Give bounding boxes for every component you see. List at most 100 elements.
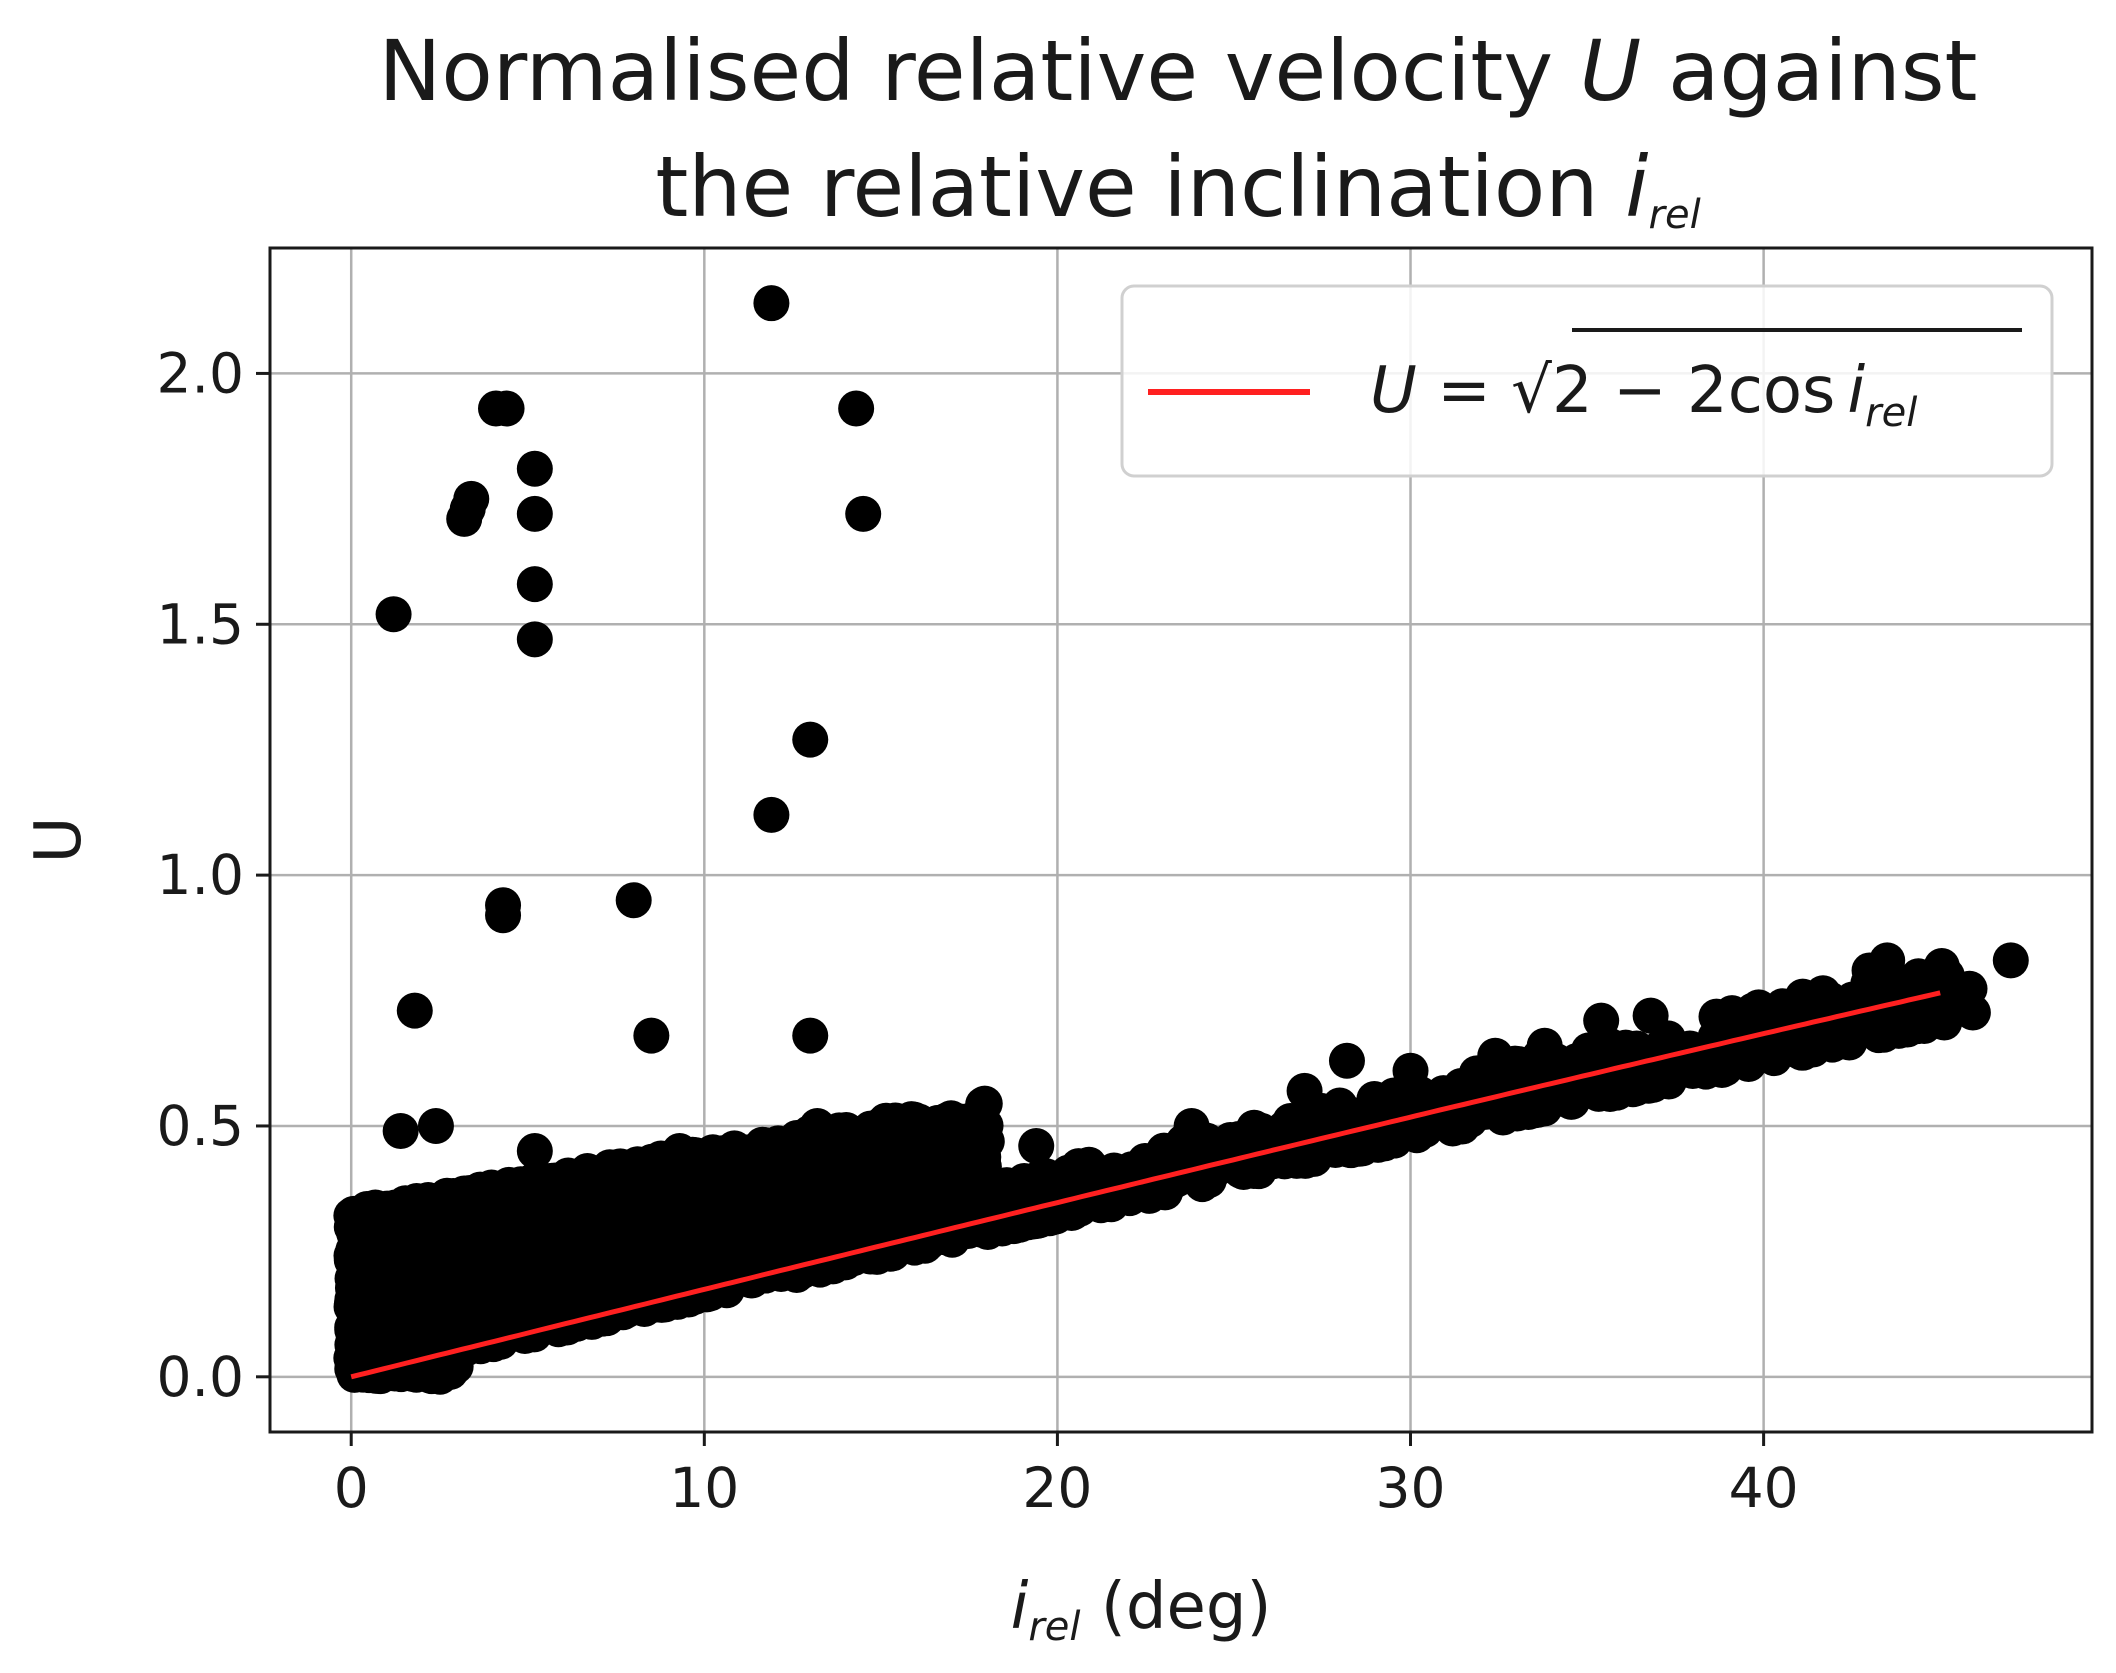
y-tick-label: 1.5 [157,592,244,656]
data-point [1951,970,1988,1007]
x-axis-label: irel (deg) [1011,1570,1272,1650]
data-point [333,1339,370,1376]
data-point-outlier [845,495,882,532]
data-point [436,1308,473,1345]
data-point-outlier [1018,1128,1055,1165]
data-point-outlier [446,500,483,537]
data-point [432,1258,469,1295]
data-point-outlier [1173,1107,1210,1144]
data-point-outlier [1328,1042,1365,1079]
data-point-outlier [580,1158,617,1195]
data-point [516,1217,553,1254]
data-point [501,1314,538,1351]
y-tick-label: 2.0 [157,341,244,405]
y-tick-label: 0.5 [157,1094,244,1158]
data-point-outlier [633,1017,670,1054]
data-point-outlier [799,1107,836,1144]
data-point [915,1119,952,1156]
data-point-outlier [951,1102,988,1139]
data-point-outlier [615,882,652,919]
data-point-outlier [382,1112,419,1149]
data-point [429,1197,466,1234]
data-point-outlier [516,1133,553,1170]
legend-box [1120,284,2054,478]
data-point [753,1132,790,1169]
data-point [620,1266,657,1303]
data-point [863,1183,900,1220]
data-point-outlier [753,285,790,322]
x-tick-label: 30 [1376,1456,1446,1520]
data-point [1127,1143,1164,1180]
data-point [494,1272,531,1309]
theory-curve [350,990,1941,1380]
data-point [1193,1144,1230,1181]
data-point [1756,1033,1793,1070]
data-point-outlier [661,1133,698,1170]
sqrt-sign: √ [1511,354,1552,428]
data-point [728,1214,765,1251]
data-point-outlier [1992,942,2029,979]
data-point [1107,1174,1144,1211]
data-point [1785,1034,1822,1071]
data-point-outlier [739,1178,776,1215]
data-point [471,1245,508,1282]
data-point [514,1166,551,1203]
data-point-outlier [1392,1052,1429,1089]
data-point-outlier [1477,1037,1514,1074]
data-point [399,1241,436,1278]
data-point [780,1142,817,1179]
x-tick-label: 20 [1022,1456,1092,1520]
data-point [528,1259,565,1296]
data-point [1698,998,1735,1035]
data-point [1266,1143,1303,1180]
data-point-outlier [792,1017,829,1054]
legend: U = √2 − 2cos irel [1120,284,2054,478]
data-point-outlier [753,796,790,833]
data-point-outlier [485,897,522,934]
data-point [920,1165,957,1202]
data-point [1296,1140,1333,1177]
data-point-outlier [792,721,829,758]
data-point-outlier [396,992,433,1029]
data-point [1617,1070,1654,1107]
data-point-outlier [516,566,553,603]
data-point [364,1354,401,1391]
data-point [1648,1052,1685,1089]
data-point-outlier [876,1112,913,1149]
data-point [707,1244,744,1281]
data-point [564,1194,601,1231]
data-point [1818,1001,1855,1038]
data-point-outlier [488,390,525,427]
data-point [704,1135,741,1172]
y-tick-label: 1.0 [157,843,244,907]
x-tick-label: 40 [1729,1456,1799,1520]
data-point [879,1141,916,1178]
data-point-outlier [1060,1148,1097,1185]
legend-label: U = √2 − 2cos irel [1370,354,1917,436]
scatter-points [333,285,2029,1395]
data-point [771,1227,808,1264]
data-point [348,1303,385,1340]
data-point-outlier [516,450,553,487]
data-point [1908,961,1945,998]
data-point-outlier [1286,1072,1323,1109]
data-point-outlier [1526,1027,1563,1064]
axis-ticks: 0 10 20 30 40 0.0 0.5 1.0 1.5 2.0 [157,341,1799,1520]
data-point-outlier [516,495,553,532]
data-point [650,1243,687,1280]
x-tick-label: 0 [334,1456,369,1520]
data-point-outlier [375,596,412,633]
data-point [369,1266,406,1303]
data-point [587,1256,624,1293]
data-point [369,1201,406,1238]
data-point-outlier [838,390,875,427]
data-point [607,1214,644,1251]
data-point-outlier [1735,992,1772,1029]
data-point-outlier [1583,1002,1620,1039]
data-point [471,1200,508,1237]
data-point [700,1217,737,1254]
data-point [1514,1066,1551,1103]
data-point [831,1190,868,1227]
x-tick-label: 10 [669,1456,739,1520]
